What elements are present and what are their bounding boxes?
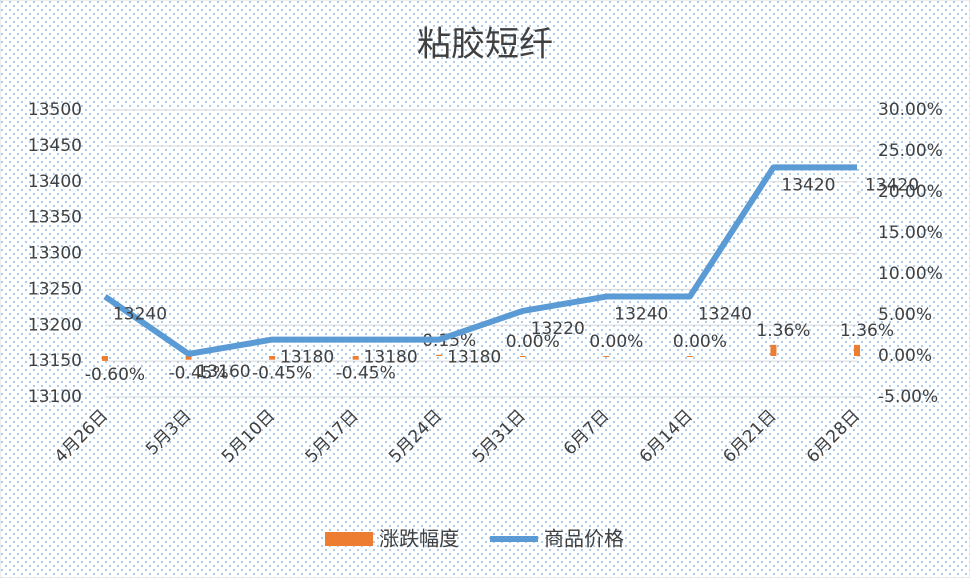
bar [854,344,860,356]
line-value-label: 13180 [447,348,501,368]
bar-value-label: -0.45% [336,364,396,384]
y-tick-label: 13350 [28,208,82,228]
line-value-label: 13420 [865,175,919,195]
bar-value-label: -0.45% [252,364,312,384]
y-tick-label: 13100 [28,387,82,407]
bar [519,356,526,357]
line-value-label: 13180 [364,348,418,368]
line-value-label: 13240 [698,305,752,325]
line-value-label: 13420 [781,175,835,195]
bar-value-label: 0.00% [506,332,560,352]
bar [102,356,108,361]
bar-value-label: 0.00% [673,332,727,352]
bar [185,356,192,360]
line-value-label: 13240 [614,305,668,325]
y2-tick-label: 0.00% [878,346,932,366]
legend-swatch [325,532,373,546]
y2-tick-label: 10.00% [878,264,943,284]
y-tick-label: 13450 [28,136,82,156]
bar-value-label: -0.45% [168,364,228,384]
y2-tick-label: 15.00% [878,223,943,243]
line-value-label: 13240 [113,305,167,325]
line-value-label: 13220 [531,319,585,339]
y2-tick-label: 20.00% [878,182,943,202]
y2-tick-label: 30.00% [878,100,943,120]
bar [603,356,610,357]
bar [770,344,777,356]
y-tick-label: 13250 [28,279,82,299]
y2-tick-label: 5.00% [878,305,932,325]
y-tick-label: 13200 [28,315,82,335]
line-value-label: 13180 [280,348,334,368]
y-tick-label: 13150 [28,351,82,371]
bar [352,356,359,360]
bar-value-label: -0.60% [85,365,145,385]
line-value-label: 13160 [197,362,251,382]
bar-value-label: 1.36% [840,321,894,341]
chart-title: 粘胶短纤 [417,25,553,65]
y-tick-label: 13300 [28,244,82,264]
y2-tick-label: 25.00% [878,141,943,161]
bar [686,356,693,357]
bar [436,354,443,356]
y-tick-label: 13400 [28,172,82,192]
bar-value-label: 0.15% [422,331,476,351]
line [103,164,857,357]
legend-label: 商品价格 [544,527,624,551]
y-tick-label: 13500 [28,100,82,120]
y2-tick-label: -5.00% [878,387,938,407]
bar-value-label: 1.36% [756,321,810,341]
legend-label: 涨跌幅度 [379,527,459,551]
bar-value-label: 0.00% [589,332,643,352]
bar [269,356,276,360]
